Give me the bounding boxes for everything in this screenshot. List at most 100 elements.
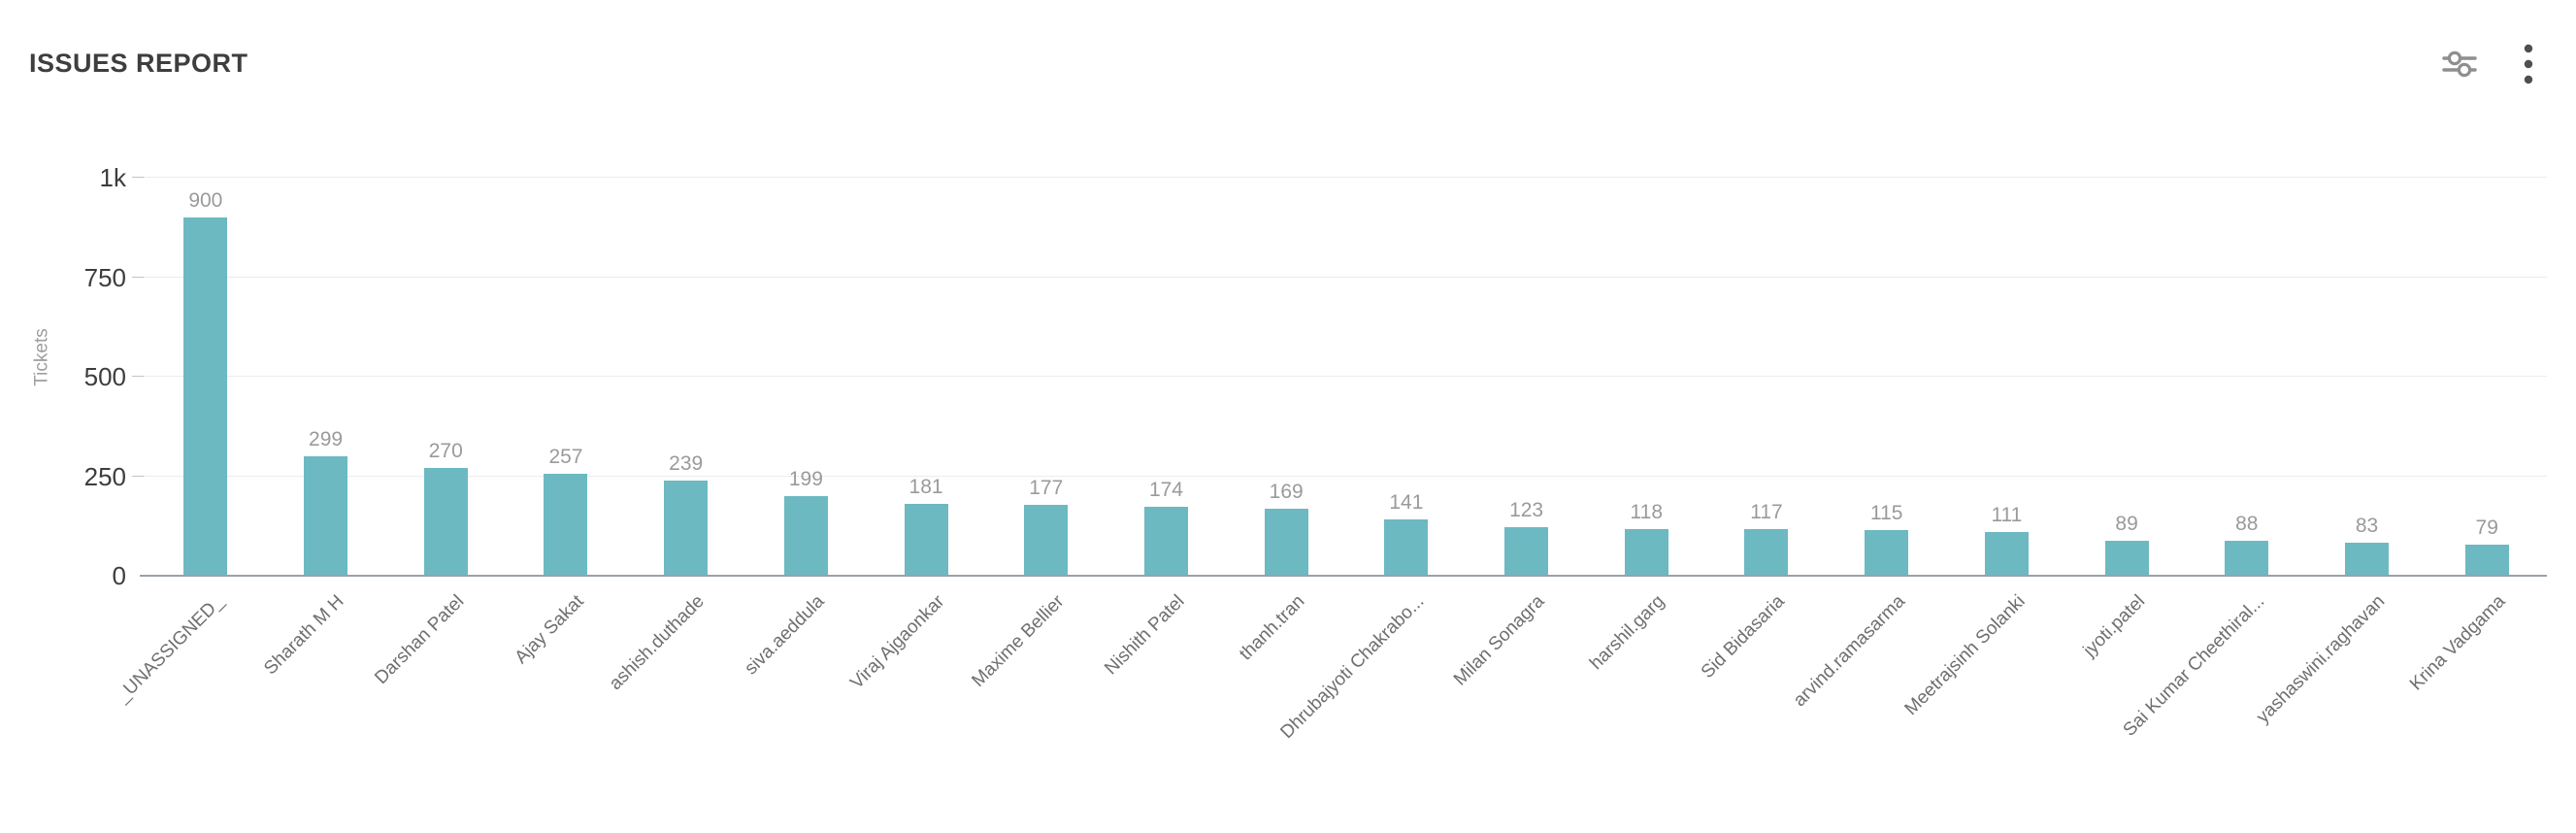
bar-column: 115: [1827, 178, 1947, 576]
y-axis-tick-mark: [132, 475, 145, 477]
bar[interactable]: [1264, 508, 1308, 576]
bar[interactable]: [1744, 529, 1789, 576]
y-axis-tick-label: 1k: [99, 163, 126, 192]
bar-column: 89: [2066, 178, 2187, 576]
x-axis-tick-label: ashish.duthade: [605, 591, 709, 694]
x-axis-tick-label: Maxime Bellier: [968, 591, 1069, 691]
y-axis-tick-label: 250: [83, 461, 126, 491]
bar-column: 79: [2427, 178, 2547, 576]
bar[interactable]: [1624, 528, 1668, 576]
bar-value-label: 199: [788, 468, 823, 491]
y-axis-tick-label: 750: [83, 262, 126, 292]
x-axis-tick-label: yashaswini.raghavan: [2252, 591, 2390, 728]
bar-column: 117: [1706, 178, 1827, 576]
bar-value-label: 181: [908, 475, 943, 498]
bar[interactable]: [2345, 542, 2389, 576]
bar-value-label: 177: [1029, 477, 1064, 500]
bar-value-label: 79: [2475, 516, 2498, 539]
y-axis-tick-mark: [132, 177, 145, 178]
bar[interactable]: [1384, 519, 1429, 576]
bar-column: 257: [506, 178, 626, 576]
bar-value-label: 141: [1389, 491, 1424, 515]
x-axis-tick-label: Viraj Ajgaonkar: [845, 591, 948, 693]
bar[interactable]: [783, 496, 828, 576]
bar-value-label: 83: [2355, 514, 2379, 537]
bar[interactable]: [2225, 540, 2269, 576]
bar-column: 299: [266, 178, 386, 576]
bar-value-label: 239: [669, 452, 704, 476]
y-axis-tick-mark: [132, 376, 145, 377]
bar-value-label: 115: [1869, 501, 1903, 524]
x-axis-tick-label: Nishith Patel: [1101, 591, 1189, 680]
bar-column: 270: [385, 178, 506, 576]
x-axis-tick-label: harshil.garg: [1586, 591, 1669, 675]
bar-value-label: 88: [2235, 512, 2259, 535]
bar-value-label: 89: [2115, 512, 2138, 535]
bar-value-label: 111: [1991, 503, 2023, 526]
y-axis-tick-label: 0: [112, 561, 126, 590]
bar-value-label: 299: [309, 428, 344, 451]
x-axis-tick-label: Sid Bidasaria: [1697, 591, 1789, 683]
bar[interactable]: [304, 456, 348, 576]
page-title: ISSUES REPORT: [29, 49, 248, 78]
x-axis-tick-label: Darshan Patel: [371, 591, 469, 688]
bar[interactable]: [1024, 505, 1069, 576]
bar[interactable]: [183, 217, 228, 576]
x-axis-tick-label: Sharath M H: [260, 591, 348, 680]
gridline: [146, 376, 2547, 377]
bar-column: 174: [1106, 178, 1227, 576]
x-axis-tick-label: Meetrajsinh Solanki: [1900, 591, 2030, 720]
bar-value-label: 900: [188, 189, 223, 212]
x-axis-labels: _UNASSIGNED_ Sharath M H Darshan Patel Ajay…: [113, 576, 2547, 799]
x-axis-line: [140, 575, 2547, 577]
bar[interactable]: [1984, 531, 2029, 576]
bar[interactable]: [544, 473, 588, 576]
bar[interactable]: [1143, 506, 1188, 576]
bar-column: 900: [146, 178, 266, 576]
bars-container: 900 299 270 257 239 199 181 177 174 169 141 123 118 1…: [146, 178, 2547, 576]
bar[interactable]: [904, 503, 948, 576]
bar-column: 141: [1346, 178, 1467, 576]
bar-value-label: 257: [548, 445, 583, 468]
bar-value-label: 117: [1750, 501, 1783, 524]
x-axis-tick-label: arvind.ramasarma: [1789, 591, 1909, 712]
y-axis-tick-label: 500: [83, 362, 126, 391]
bar[interactable]: [1504, 526, 1549, 576]
kebab-menu-icon: [2523, 44, 2534, 89]
bar[interactable]: [2104, 540, 2149, 576]
bar-column: 239: [626, 178, 746, 576]
x-axis-tick-label: _UNASSIGNED_: [113, 591, 228, 707]
bar[interactable]: [2464, 544, 2509, 576]
x-axis-tick-label: jyoti.patel: [2079, 591, 2149, 661]
bar-column: 83: [2307, 178, 2427, 576]
bar-value-label: 118: [1630, 500, 1664, 523]
gridline: [146, 177, 2547, 178]
bar-column: 169: [1226, 178, 1346, 576]
x-axis-tick-label: Ajay Sakat: [511, 591, 588, 669]
bar-column: 177: [986, 178, 1106, 576]
bar-value-label: 123: [1509, 498, 1544, 521]
bar[interactable]: [1865, 529, 1909, 576]
gridline: [146, 475, 2547, 477]
bar-value-label: 169: [1269, 480, 1304, 503]
bar-column: 118: [1586, 178, 1706, 576]
bar-column: 111: [1947, 178, 2067, 576]
gridline: [146, 276, 2547, 278]
sliders-filter-icon: [2442, 50, 2477, 83]
y-axis-tick-mark: [132, 276, 145, 278]
bar[interactable]: [664, 481, 709, 576]
x-axis-tick-label: Milan Sonagra: [1449, 591, 1549, 690]
bar[interactable]: [423, 468, 468, 576]
x-axis-tick-label: Krina Vadgama: [2405, 591, 2509, 695]
bar-value-label: 174: [1148, 478, 1183, 501]
bar-column: 181: [866, 178, 986, 576]
x-axis-tick-label: thanh.tran: [1235, 591, 1308, 665]
bar-value-label: 270: [428, 440, 463, 463]
bar-chart-plot-area: 900 299 270 257 239 199 181 177 174 169 141 123 118 1…: [132, 177, 2547, 577]
filter-settings-button[interactable]: [2438, 47, 2481, 85]
more-options-button[interactable]: [2512, 43, 2545, 89]
x-axis-tick-label: siva.aeddula: [740, 591, 829, 680]
bar-column: 123: [1467, 178, 1587, 576]
bar-column: 88: [2187, 178, 2307, 576]
